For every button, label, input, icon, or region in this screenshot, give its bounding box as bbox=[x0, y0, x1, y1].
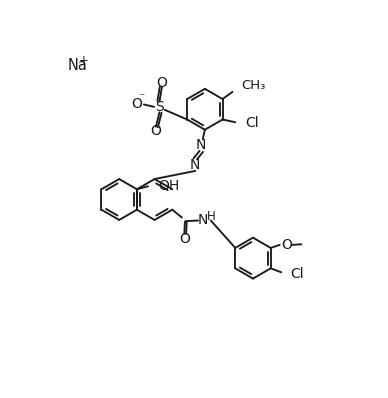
Text: ⁻: ⁻ bbox=[138, 92, 144, 104]
Text: S: S bbox=[155, 100, 164, 114]
Text: N: N bbox=[190, 158, 201, 172]
Text: N: N bbox=[197, 213, 208, 226]
Text: O: O bbox=[151, 124, 161, 138]
Text: +: + bbox=[79, 54, 89, 67]
Text: Cl: Cl bbox=[290, 267, 304, 281]
Text: O: O bbox=[156, 76, 167, 90]
Text: N: N bbox=[196, 139, 206, 152]
Text: O: O bbox=[281, 238, 292, 252]
Text: O: O bbox=[131, 98, 142, 111]
Text: Cl: Cl bbox=[246, 116, 259, 130]
Text: H: H bbox=[207, 211, 216, 223]
Text: O: O bbox=[179, 232, 190, 246]
Text: OH: OH bbox=[158, 179, 179, 193]
Text: CH₃: CH₃ bbox=[241, 79, 266, 92]
Text: Na: Na bbox=[67, 58, 87, 72]
